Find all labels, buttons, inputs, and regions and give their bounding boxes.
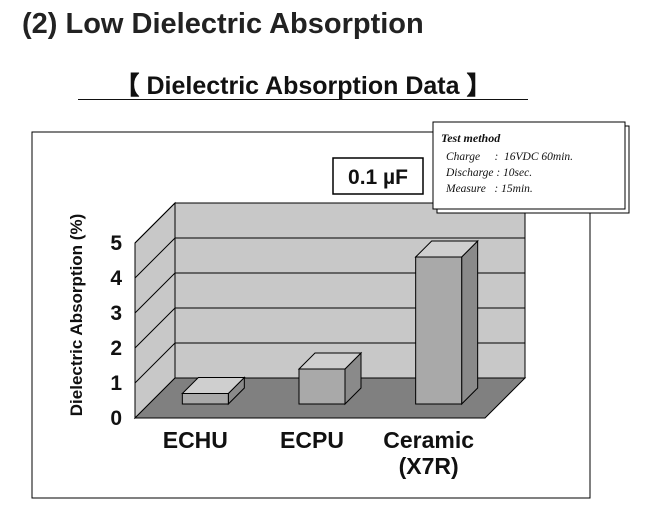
capacitance-box xyxy=(332,157,424,195)
x-tick-label-1: ECPU xyxy=(280,427,344,453)
test-method-line-0: Charge : 16VDC 60min. xyxy=(446,151,573,163)
test-method-line-1: Discharge : 10sec. xyxy=(445,167,532,179)
gridline-5 xyxy=(134,202,525,244)
y-tick-label-0: 0 xyxy=(110,407,122,430)
test-method-box xyxy=(432,121,626,210)
test-method-line-2: Measure : 15min. xyxy=(445,183,533,195)
y-tick-label-5: 5 xyxy=(110,232,122,255)
title-underline xyxy=(78,99,528,100)
gridline-1 xyxy=(134,342,525,384)
gridline-3 xyxy=(134,272,525,314)
gridline-4 xyxy=(134,237,525,279)
bar-0 xyxy=(181,393,229,405)
gridline-2 xyxy=(134,307,525,349)
y-tick-label-1: 1 xyxy=(110,372,122,395)
test-method-title: Test method xyxy=(441,131,501,145)
bar-1 xyxy=(298,368,346,405)
y-axis-label: Dielectric Absorption (%) xyxy=(67,214,86,416)
bar-2 xyxy=(415,256,463,405)
capacitance-label: 0.1 µF xyxy=(348,166,408,189)
x-tick-label-2: Ceramic xyxy=(383,427,474,453)
x-tick-label-2-line-1: (X7R) xyxy=(399,453,459,479)
y-tick-label-2: 2 xyxy=(110,337,122,360)
page-heading: (2) Low Dielectric Absorption xyxy=(22,8,424,40)
y-tick-label-3: 3 xyxy=(110,302,122,325)
x-tick-label-0: ECHU xyxy=(163,427,228,453)
y-tick-label-4: 4 xyxy=(110,267,122,290)
chart-title: 【 Dielectric Absorption Data 】 xyxy=(114,72,492,100)
bar-side-2 xyxy=(461,239,479,406)
